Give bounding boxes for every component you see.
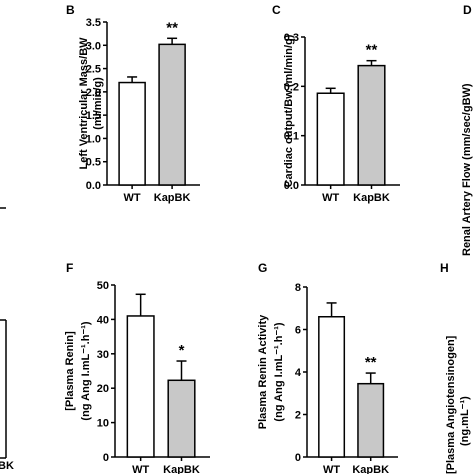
- bar-g-wt: [318, 316, 346, 458]
- x-tick-label-f: WT: [132, 464, 149, 474]
- significance-g: **: [365, 354, 377, 371]
- y-tick-label-c: 0.3: [284, 32, 299, 44]
- y-tick-label-g: 4: [295, 367, 302, 379]
- bar-f-wt: [126, 315, 155, 458]
- y-tick-label-g: 0: [295, 452, 301, 464]
- panel-letter-d: D: [463, 3, 472, 17]
- y-axis-units-b: (ml/min/g): [92, 77, 104, 130]
- panel-h-ylabel-line2: (ng.mL⁻¹): [459, 396, 471, 446]
- panel-letter-b: B: [66, 3, 75, 17]
- significance-b: **: [166, 19, 178, 36]
- y-tick-label-g: 6: [295, 325, 301, 337]
- x-tick-label-c: WT: [322, 192, 339, 204]
- panel-d-ylabel: Renal Artery Flow (mm/sec/gBW): [461, 83, 473, 256]
- y-tick-label-g: 8: [295, 282, 301, 294]
- x-tick-label-b: WT: [124, 192, 141, 204]
- x-tick-label-f: KapBK: [163, 464, 200, 474]
- significance-c: **: [366, 42, 378, 59]
- bar-g-kapbk: [357, 382, 385, 458]
- y-axis-units-g: (ng Ang I.mL⁻¹.h⁻¹): [273, 322, 285, 422]
- y-tick-label-b: 2.5: [86, 64, 101, 76]
- y-tick-label-b: 3.0: [86, 40, 101, 52]
- x-tick-label-b: KapBK: [154, 192, 191, 204]
- panel-letter-h: H: [440, 261, 449, 275]
- chart-panel-b: 0.0 0.5 1.0 1.5 2.0 2.5 3.0 3.5 Left Ventricular…: [78, 17, 200, 204]
- y-tick-label-b: 0.0: [86, 180, 101, 192]
- y-axis-title-b: Left Ventricular Mass/BW: [78, 37, 90, 170]
- y-tick-label-f: 40: [97, 314, 109, 326]
- y-tick-label-b: 0.5: [86, 157, 101, 169]
- y-tick-label-f: 50: [97, 280, 109, 292]
- y-tick-label-c: 0.0: [284, 180, 299, 192]
- panel-letter-g: G: [258, 261, 267, 275]
- y-tick-label-b: 1.0: [86, 133, 101, 145]
- y-tick-label-c: 0.1: [284, 131, 299, 143]
- y-tick-label-g: 2: [295, 410, 301, 422]
- x-tick-label-g: WT: [323, 464, 340, 474]
- x-tick-label-g: KapBK: [352, 464, 389, 474]
- y-tick-label-f: 10: [97, 418, 109, 430]
- y-tick-label-b: 2.0: [86, 87, 101, 99]
- x-tick-label-c: KapBK: [353, 192, 390, 204]
- panel-h-ylabel-line1: [Plasma Angiotensinogen]: [445, 335, 457, 474]
- y-tick-label-f: 20: [97, 383, 109, 395]
- y-axis-title-c: Cardiac output/Bw (ml/min/g): [283, 34, 295, 187]
- bar-b-wt: [118, 81, 146, 186]
- y-axis-title-f: [Plasma Renin]: [64, 331, 76, 411]
- y-tick-label-f: 0: [103, 452, 109, 464]
- y-tick-label-b: 3.5: [86, 17, 101, 29]
- y-tick-label-c: 0.2: [284, 81, 299, 93]
- chart-panel-f: 0 10 20 30 40 50 [Plasma Renin] (ng Ang I.mL⁻¹.…: [64, 280, 210, 474]
- significance-f: *: [179, 342, 185, 359]
- chart-panel-g: 0 2 4 6 8 Plasma Renin Activity (ng Ang I.mL⁻¹…: [257, 282, 398, 474]
- y-tick-label-f: 30: [97, 349, 109, 361]
- panel-letter-f: F: [66, 261, 73, 275]
- bar-c-kapbk: [357, 64, 386, 186]
- y-tick-label-b: 1.5: [86, 110, 101, 122]
- bar-c-wt: [316, 92, 345, 186]
- bar-f-kapbk: [167, 379, 196, 458]
- y-axis-units-f: (ng Ang I.mL⁻¹.h⁻¹): [80, 321, 92, 421]
- y-axis-title-g: Plasma Renin Activity: [257, 314, 269, 429]
- bar-b-kapbk: [158, 43, 186, 186]
- left-tick-fragment: BK: [0, 460, 14, 472]
- panel-letter-c: C: [272, 3, 281, 17]
